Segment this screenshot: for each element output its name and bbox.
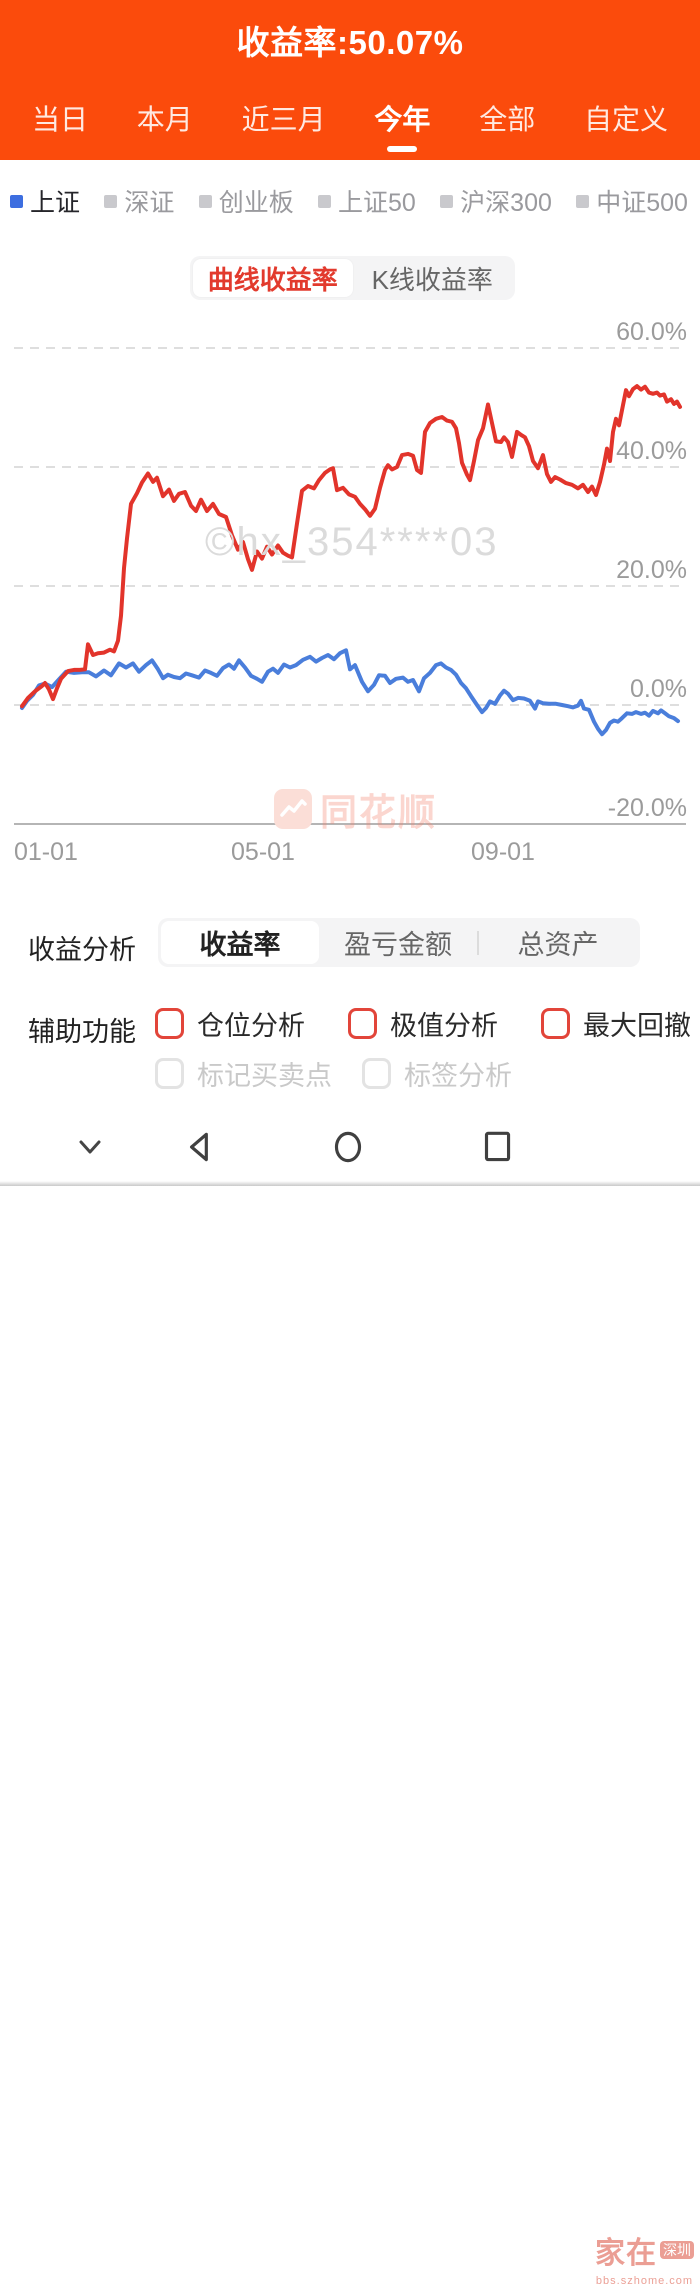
legend-hushen300[interactable]: 沪深300 [440, 183, 552, 219]
checkbox-extreme-analysis[interactable]: 极值分析 [348, 1004, 498, 1043]
checkbox-icon[interactable] [348, 1008, 377, 1039]
legend-swatch-icon [10, 194, 23, 208]
checkbox-tag-analysis[interactable]: 标签分析 [362, 1054, 512, 1093]
legend-swatch-icon [318, 194, 332, 208]
tab-label: 今年 [374, 104, 431, 135]
back-triangle-icon [190, 1132, 208, 1162]
return-rate-value: 50.07% [348, 24, 464, 61]
checkbox-label: 最大回撤 [583, 1011, 691, 1041]
nav-collapse-button[interactable] [67, 1124, 113, 1170]
szhome-url: bbs.szhome.com [595, 2275, 694, 2287]
tab-all[interactable]: 全部 [479, 100, 535, 140]
checkbox-icon[interactable] [155, 1008, 184, 1039]
toggle-curve-return[interactable]: 曲线收益率 [193, 259, 353, 297]
screen-bottom-edge [0, 1181, 700, 1186]
y-tick-60: 60.0% [616, 320, 687, 346]
checkbox-label: 标记买卖点 [197, 1061, 332, 1091]
y-tick-0: 0.0% [630, 675, 687, 703]
tab-this-year[interactable]: 今年 [374, 100, 431, 152]
x-tick-sep: 09-01 [471, 838, 535, 866]
tab-label: 本月 [136, 104, 193, 135]
chevron-down-icon [79, 1140, 101, 1154]
tab-label: 当日 [32, 104, 89, 135]
checkbox-mark-trade-points[interactable]: 标记买卖点 [155, 1054, 332, 1093]
legend-label: 中证500 [596, 189, 688, 217]
y-tick-20: 20.0% [616, 556, 687, 584]
active-tab-underline [387, 146, 418, 152]
legend-shangzheng[interactable]: 上证 [10, 183, 80, 219]
legend-swatch-icon [198, 194, 212, 208]
segment-profit-amount[interactable]: 盈亏金额 [344, 930, 452, 960]
user-id-watermark: ©hx_354****03 [205, 520, 499, 564]
nav-recents-button[interactable] [474, 1124, 520, 1170]
x-tick-may: 05-01 [231, 838, 295, 866]
portfolio-line [20, 384, 682, 709]
aux-options-row-1: 仓位分析 极值分析 最大回撤 [155, 1004, 700, 1043]
nav-home-button[interactable] [325, 1124, 371, 1170]
nav-back-button[interactable] [177, 1124, 223, 1170]
szhome-text: 家在 [595, 2237, 657, 2270]
analysis-section-label: 收益分析 [28, 935, 136, 965]
tab-today[interactable]: 当日 [32, 100, 88, 140]
checkbox-max-drawdown[interactable]: 最大回撤 [541, 1004, 691, 1043]
y-tick-neg20: -20.0% [608, 794, 687, 822]
checkbox-position-analysis[interactable]: 仓位分析 [155, 1004, 305, 1043]
analysis-segments: 收益率 盈亏金额 总资产 [158, 918, 640, 967]
tab-label: 自定义 [583, 104, 668, 135]
chart-canvas: 60.0% 40.0% 20.0% 0.0% -20.0% [14, 320, 687, 825]
aux-options-row-2: 标记买卖点 标签分析 [155, 1054, 555, 1093]
legend-zhongzheng500[interactable]: 中证500 [576, 183, 688, 219]
checkbox-label: 标签分析 [404, 1061, 512, 1091]
legend-chuangyeban[interactable]: 创业板 [198, 183, 294, 219]
tab-label: 近三月 [241, 104, 326, 135]
return-rate-label: 收益率: [236, 24, 349, 61]
recents-square-icon [484, 1131, 511, 1162]
tab-last-3-months[interactable]: 近三月 [242, 100, 326, 140]
android-nav-bar: 家在 深圳 bbs.szhome.com [0, 1100, 700, 2287]
aux-section-label: 辅助功能 [28, 1017, 136, 1047]
legend-swatch-icon [104, 194, 118, 208]
tab-this-month[interactable]: 本月 [137, 100, 193, 140]
legend-label: 上证 [30, 189, 81, 217]
home-circle-icon [334, 1131, 362, 1163]
chart-type-toggle: 曲线收益率 K线收益率 [190, 256, 515, 300]
page-title: 收益率:50.07% [0, 16, 700, 64]
checkbox-icon[interactable] [362, 1058, 391, 1089]
tab-custom[interactable]: 自定义 [584, 100, 668, 140]
segment-divider [477, 930, 479, 955]
legend-label: 创业板 [218, 189, 294, 217]
app-header: 收益率:50.07% 当日 本月 近三月 今年 全部 自定义 [0, 0, 700, 160]
legend-shenzheng[interactable]: 深证 [104, 183, 174, 219]
x-tick-jan: 01-01 [14, 838, 78, 866]
brand-watermark: 同花顺 [274, 782, 437, 836]
segment-return-rate[interactable]: 收益率 [161, 921, 319, 964]
checkbox-label: 极值分析 [390, 1011, 498, 1041]
szhome-watermark: 家在 深圳 bbs.szhome.com [595, 2228, 694, 2287]
legend-label: 上证50 [338, 189, 416, 217]
legend-swatch-icon [576, 194, 590, 208]
index-line [20, 648, 680, 737]
toggle-kline-return[interactable]: K线收益率 [371, 264, 493, 295]
tonghuashun-logo-icon [274, 789, 312, 829]
y-tick-40: 40.0% [616, 437, 687, 465]
period-tabs: 当日 本月 近三月 今年 全部 自定义 [0, 100, 700, 152]
szhome-badge: 深圳 [660, 2241, 694, 2259]
checkbox-label: 仓位分析 [197, 1011, 305, 1041]
index-legend: 上证 深证 创业板 上证50 沪深300 中证500 [0, 183, 700, 219]
tab-label: 全部 [479, 104, 536, 135]
legend-swatch-icon [440, 194, 454, 208]
legend-label: 沪深300 [460, 189, 552, 217]
segment-total-assets[interactable]: 总资产 [517, 930, 599, 960]
returns-chart[interactable]: 60.0% 40.0% 20.0% 0.0% -20.0% ©hx_354***… [0, 320, 700, 880]
checkbox-icon[interactable] [155, 1058, 184, 1089]
legend-shangzheng50[interactable]: 上证50 [318, 183, 416, 219]
brand-watermark-text: 同花顺 [320, 792, 437, 833]
legend-label: 深证 [124, 189, 175, 217]
checkbox-icon[interactable] [541, 1008, 570, 1039]
